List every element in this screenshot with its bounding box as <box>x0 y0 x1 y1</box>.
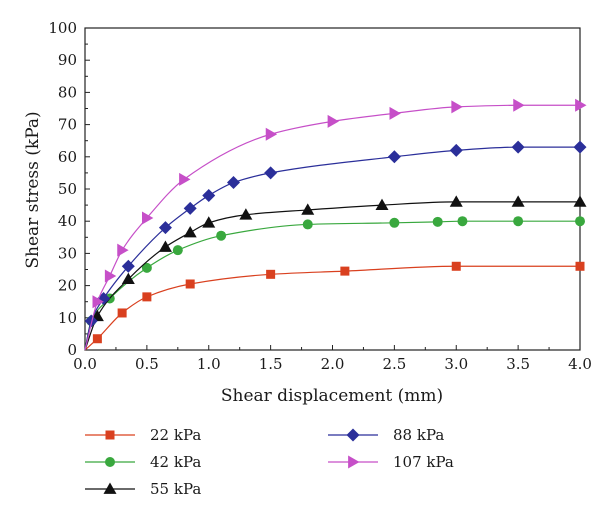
plot-frame <box>84 27 581 351</box>
x-axis-label: Shear displacement (mm) <box>221 386 443 406</box>
data-point <box>185 279 195 289</box>
series-square <box>84 261 585 351</box>
x-tick-label: 3.0 <box>444 355 468 373</box>
data-point <box>179 172 191 186</box>
x-tick-label: 1.5 <box>259 355 283 373</box>
data-point <box>104 269 117 283</box>
data-point <box>573 195 587 207</box>
data-point <box>511 195 525 207</box>
data-point <box>575 216 585 227</box>
data-point <box>92 295 104 309</box>
series-line <box>84 265 580 351</box>
series-triangle-right <box>84 98 587 351</box>
y-tick-label: 100 <box>48 19 77 37</box>
x-tick-label: 1.0 <box>197 355 221 373</box>
data-point <box>172 245 183 256</box>
data-point <box>389 106 401 120</box>
data-point <box>117 308 127 318</box>
x-tick-label: 0.0 <box>73 355 97 373</box>
y-tick-label: 10 <box>58 309 77 327</box>
series-circle <box>84 216 585 351</box>
data-point <box>265 127 278 141</box>
series-line <box>84 220 580 351</box>
data-point <box>432 216 443 227</box>
data-point <box>84 314 98 328</box>
data-point <box>142 292 152 302</box>
legend-item: 88 kPa <box>328 426 444 444</box>
data-point <box>239 208 253 220</box>
legend-label: 107 kPa <box>393 453 454 471</box>
data-point <box>202 216 216 228</box>
data-point <box>513 98 525 112</box>
data-point <box>327 114 339 128</box>
legend-label: 88 kPa <box>393 426 444 444</box>
data-point <box>142 211 154 225</box>
legend-item: 107 kPa <box>328 453 454 471</box>
data-point <box>513 216 524 227</box>
data-point <box>389 217 400 228</box>
legend-marker <box>103 482 117 494</box>
data-point <box>117 243 129 257</box>
data-point <box>266 269 276 279</box>
legend-label: 55 kPa <box>150 480 201 498</box>
data-point <box>451 100 463 114</box>
data-point <box>573 140 587 154</box>
data-point <box>387 150 401 164</box>
x-tick-label: 2.0 <box>321 355 345 373</box>
legend-item: 42 kPa <box>85 453 201 471</box>
legend-marker <box>348 455 360 469</box>
x-tick-label: 4.0 <box>568 355 592 373</box>
data-point <box>451 261 461 271</box>
data-point <box>227 176 240 190</box>
data-point <box>141 262 152 273</box>
legend-label: 22 kPa <box>150 426 201 444</box>
legend: 22 kPa 42 kPa 55 kPa 88 kPa 107 kPa <box>85 426 454 498</box>
data-point <box>216 230 227 241</box>
data-point <box>449 143 463 157</box>
data-point <box>457 216 468 227</box>
y-tick-label: 60 <box>58 148 77 166</box>
data-point <box>449 195 463 207</box>
y-tick-label: 50 <box>58 180 77 198</box>
y-axis-label: Shear stress (kPa) <box>23 111 43 268</box>
data-point <box>575 98 587 112</box>
legend-marker <box>346 428 360 442</box>
data-point <box>575 261 585 271</box>
data-point <box>202 188 216 202</box>
y-tick-label: 20 <box>58 277 77 295</box>
x-tick-label: 3.5 <box>506 355 530 373</box>
y-tick-label: 30 <box>58 244 77 262</box>
plot-area: 0.0 0.5 1.0 1.5 2.0 2.5 3.0 3.5 4.0 0 10 20 30 40 50 60… <box>48 19 592 373</box>
y-tick-label: 40 <box>58 212 77 230</box>
y-tick-label: 80 <box>58 83 77 101</box>
legend-marker <box>105 457 115 467</box>
data-point <box>302 219 313 230</box>
legend-item: 55 kPa <box>85 480 201 498</box>
data-point <box>92 334 102 344</box>
x-tick-label: 2.5 <box>382 355 406 373</box>
data-point <box>183 225 197 238</box>
series-triangle-up <box>84 195 587 351</box>
data-point <box>511 140 525 154</box>
data-point <box>121 259 135 273</box>
legend-item: 22 kPa <box>85 426 201 444</box>
data-point <box>121 272 135 285</box>
legend-label: 42 kPa <box>150 453 201 471</box>
data-point <box>158 221 172 235</box>
data-point <box>375 198 389 210</box>
y-tick-label: 70 <box>58 116 77 134</box>
y-tick-label: 0 <box>67 341 77 359</box>
series-line <box>84 146 580 351</box>
y-tick-label: 90 <box>58 51 77 69</box>
legend-marker <box>105 430 115 440</box>
data-point <box>183 201 197 215</box>
x-tick-label: 0.5 <box>135 355 159 373</box>
data-point <box>340 266 350 276</box>
data-point <box>264 166 278 180</box>
data-point <box>158 240 172 252</box>
data-point <box>301 203 315 215</box>
series-diamond <box>84 140 587 351</box>
